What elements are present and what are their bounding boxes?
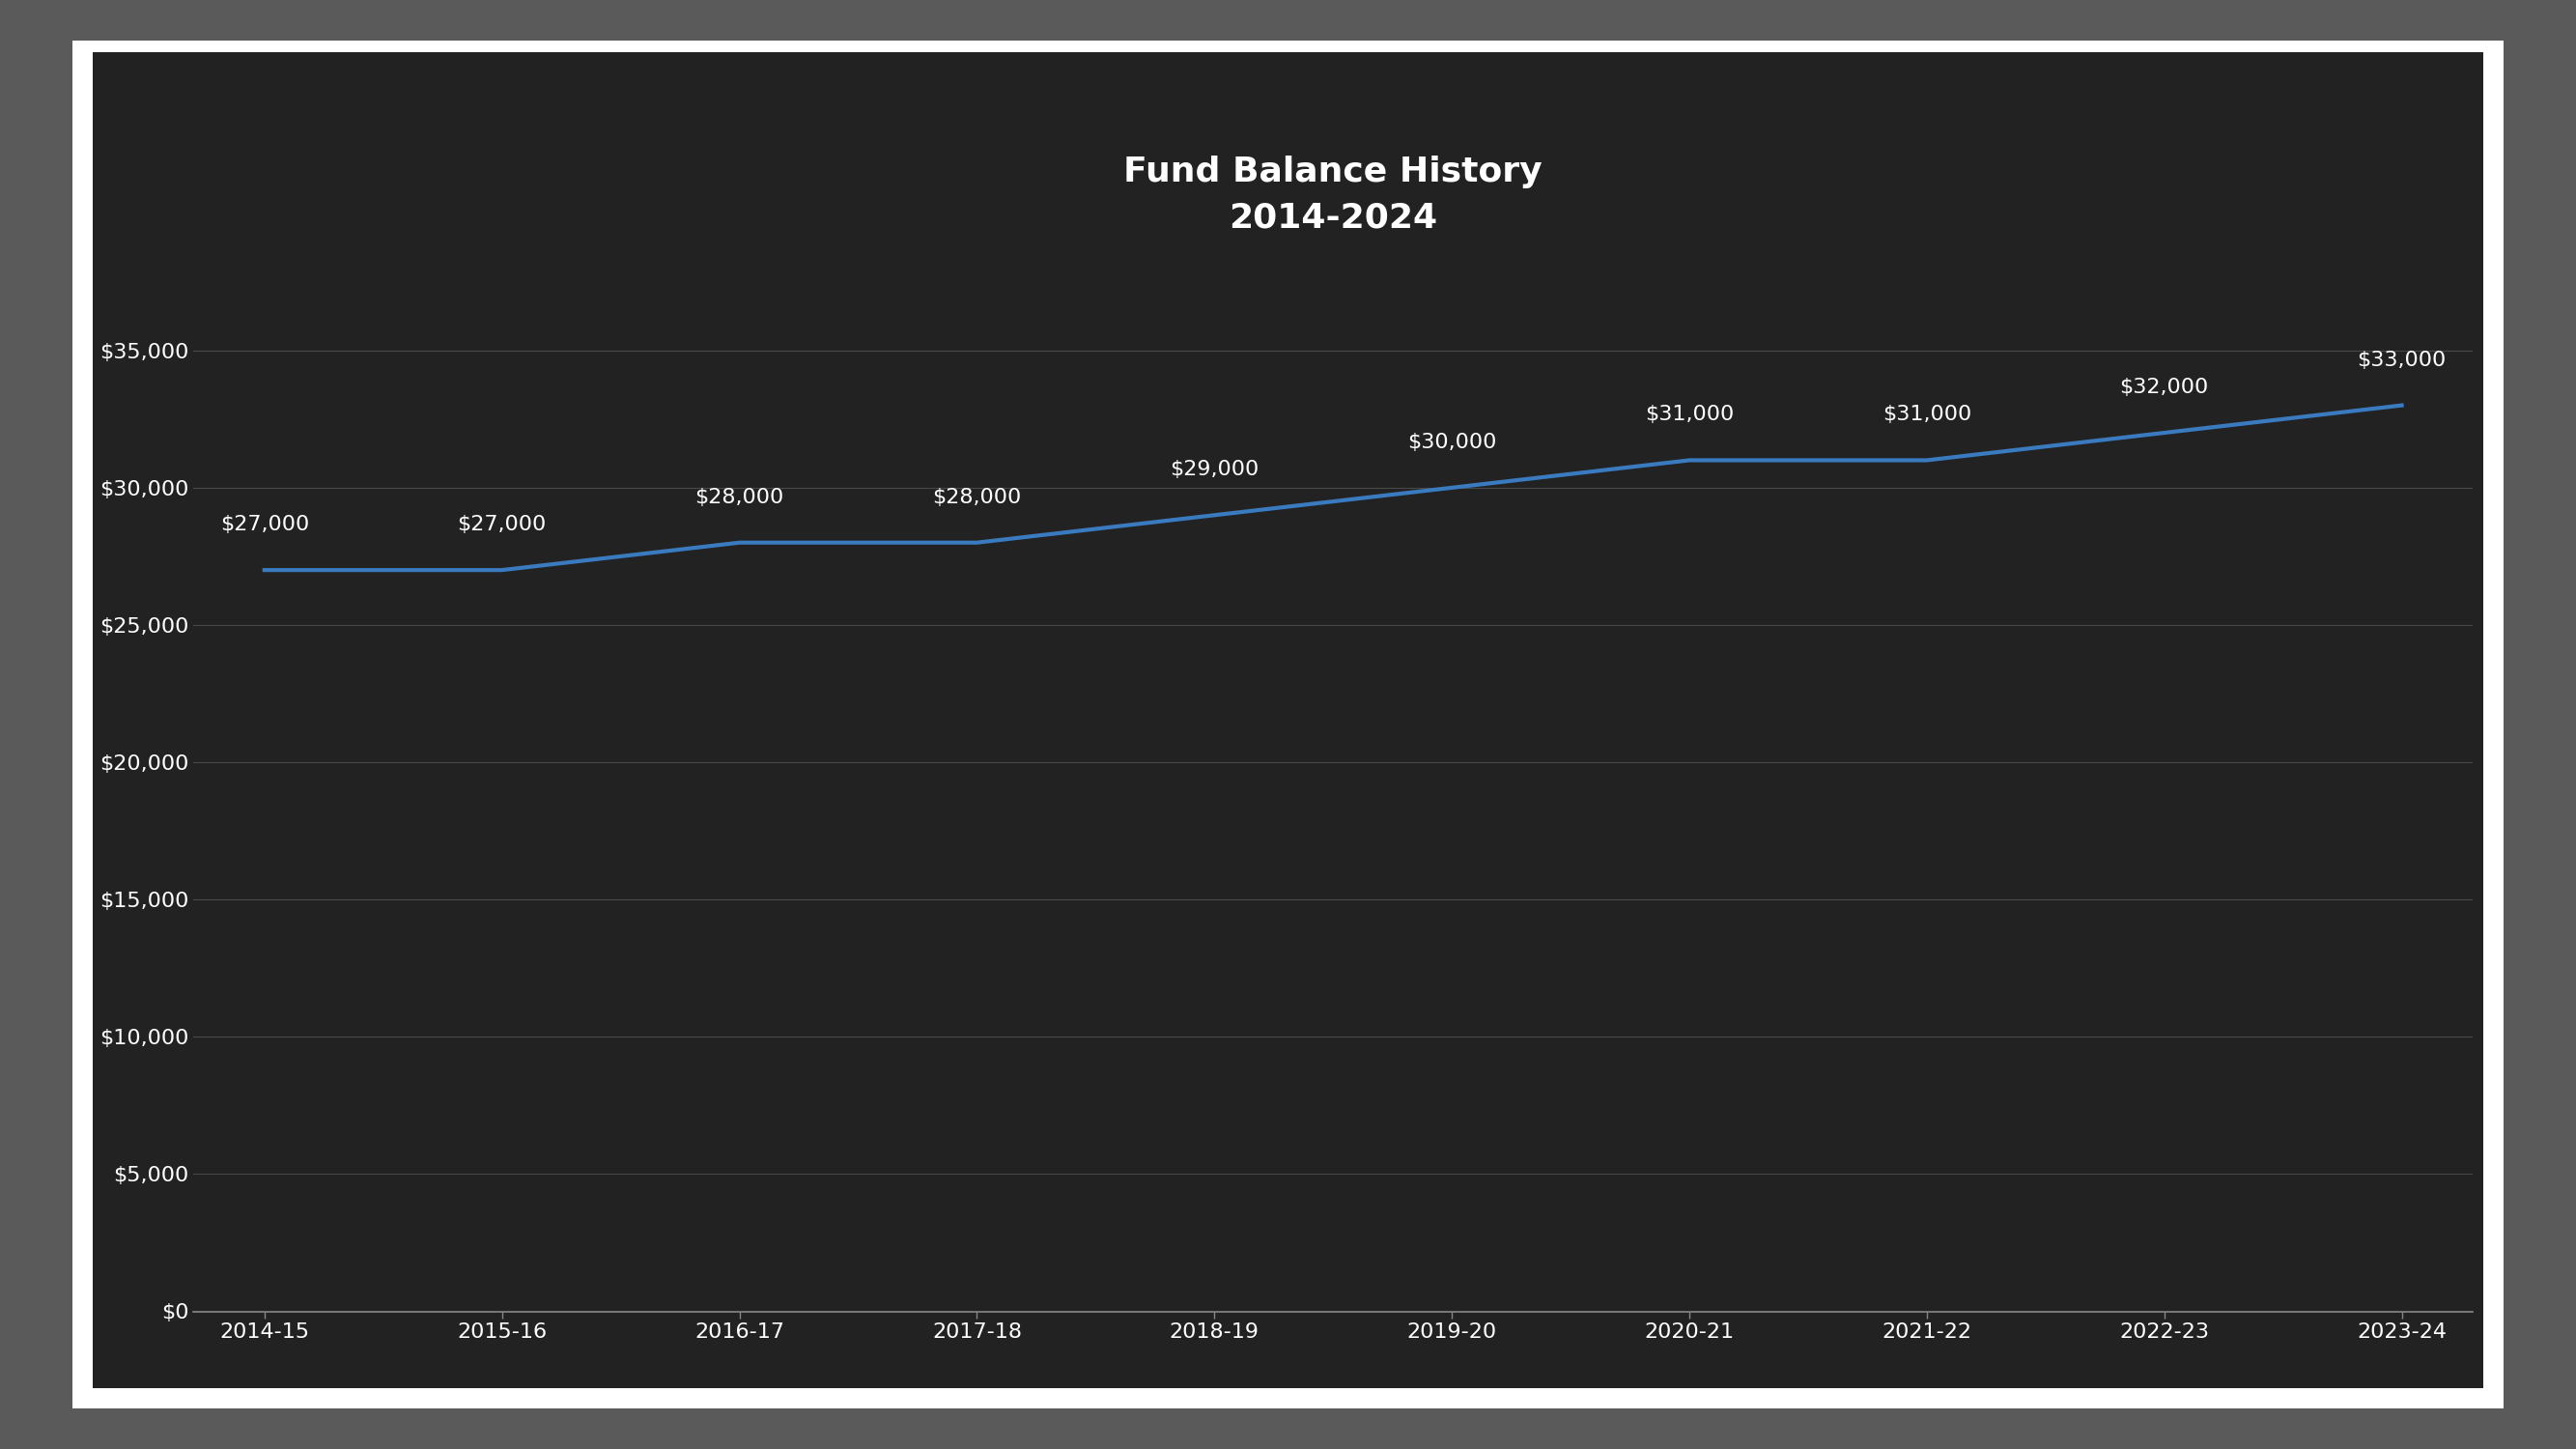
Text: $28,000: $28,000 [696,488,783,507]
Text: $33,000: $33,000 [2357,351,2447,369]
Text: $31,000: $31,000 [1883,406,1971,425]
Text: $28,000: $28,000 [933,488,1023,507]
Text: $31,000: $31,000 [1643,406,1734,425]
Text: $32,000: $32,000 [2120,378,2208,397]
Text: $27,000: $27,000 [219,514,309,535]
Title: Fund Balance History
2014-2024: Fund Balance History 2014-2024 [1123,156,1543,235]
Text: $30,000: $30,000 [1406,433,1497,452]
Text: $29,000: $29,000 [1170,461,1260,480]
Text: $27,000: $27,000 [459,514,546,535]
